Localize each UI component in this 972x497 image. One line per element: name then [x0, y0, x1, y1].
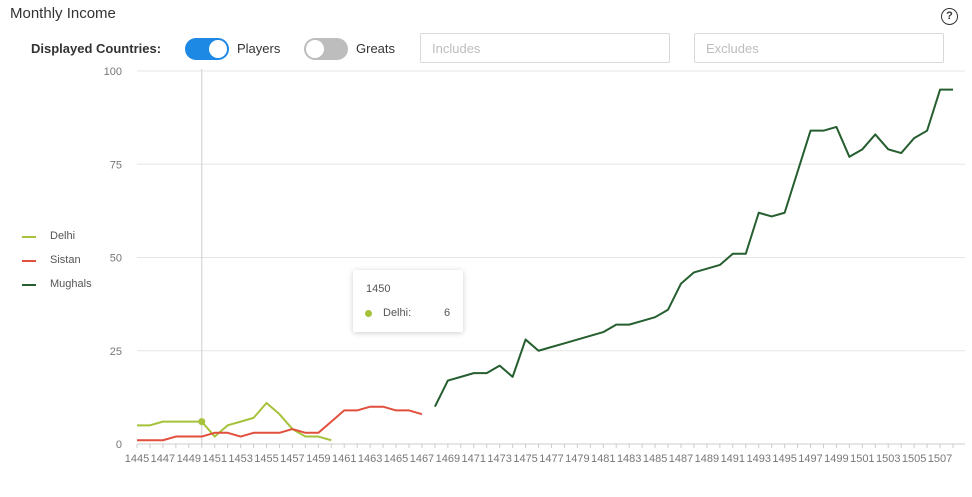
legend-swatch: [22, 284, 36, 286]
displayed-countries-label: Displayed Countries:: [31, 41, 162, 56]
series-line-delhi: [137, 401, 332, 442]
x-tick-label: 1501: [850, 453, 874, 465]
x-tick-label: 1477: [539, 453, 563, 465]
x-tick-label: 1467: [410, 453, 434, 465]
legend-swatch: [22, 260, 36, 262]
x-tick-label: 1445: [125, 453, 149, 465]
x-tick-label: 1453: [228, 453, 252, 465]
x-tick-label: 1465: [384, 453, 408, 465]
tooltip-series-dot: [365, 310, 372, 317]
x-tick-label: 1455: [254, 453, 278, 465]
chart-tooltip: 1450 Delhi: 6: [353, 270, 463, 332]
legend-label: Mughals: [50, 278, 92, 290]
players-toggle[interactable]: [185, 38, 229, 60]
help-icon[interactable]: ?: [941, 8, 958, 25]
y-tick-label: 100: [104, 66, 122, 78]
x-tick-label: 1447: [151, 453, 175, 465]
players-toggle-label: Players: [237, 41, 281, 56]
x-tick-label: 1473: [487, 453, 511, 465]
x-tick-label: 1463: [358, 453, 382, 465]
x-tick-label: 1461: [332, 453, 356, 465]
hover-point: [198, 418, 206, 426]
x-tick-label: 1497: [798, 453, 822, 465]
x-tick-label: 1507: [928, 453, 952, 465]
x-tick-label: 1485: [643, 453, 667, 465]
greats-toggle-knob: [306, 40, 324, 58]
greats-toggle[interactable]: [304, 38, 348, 60]
x-tick-label: 1499: [824, 453, 848, 465]
series-line-sistan: [137, 405, 423, 442]
x-tick-label: 1503: [876, 453, 900, 465]
y-tick-label: 25: [110, 346, 122, 358]
x-tick-label: 1491: [721, 453, 745, 465]
includes-input[interactable]: [420, 33, 670, 63]
x-tick-label: 1483: [617, 453, 641, 465]
x-tick-label: 1459: [306, 453, 330, 465]
y-tick-label: 75: [110, 159, 122, 171]
x-tick-label: 1495: [772, 453, 796, 465]
players-toggle-knob: [209, 40, 227, 58]
x-tick-label: 1487: [669, 453, 693, 465]
x-tick-label: 1479: [565, 453, 589, 465]
tooltip-value: 6: [444, 307, 451, 319]
legend-label: Delhi: [50, 230, 76, 242]
x-tick-label: 1493: [746, 453, 770, 465]
x-tick-label: 1457: [280, 453, 304, 465]
tooltip-year: 1450: [366, 283, 391, 295]
legend-label: Sistan: [50, 254, 81, 266]
page-title: Monthly Income: [10, 5, 116, 22]
excludes-input[interactable]: [694, 33, 944, 63]
x-tick-label: 1505: [902, 453, 926, 465]
greats-toggle-label: Greats: [356, 41, 396, 56]
x-tick-label: 1449: [177, 453, 201, 465]
y-tick-label: 0: [116, 439, 122, 451]
tooltip-series-name: Delhi:: [383, 307, 412, 319]
series-line-mughals: [434, 88, 953, 408]
x-tick-label: 1481: [591, 453, 615, 465]
x-tick-label: 1469: [436, 453, 460, 465]
x-tick-label: 1475: [513, 453, 537, 465]
y-tick-label: 50: [110, 253, 122, 265]
x-tick-label: 1451: [202, 453, 226, 465]
x-tick-label: 1489: [695, 453, 719, 465]
legend-swatch: [22, 236, 36, 238]
x-tick-label: 1471: [462, 453, 486, 465]
